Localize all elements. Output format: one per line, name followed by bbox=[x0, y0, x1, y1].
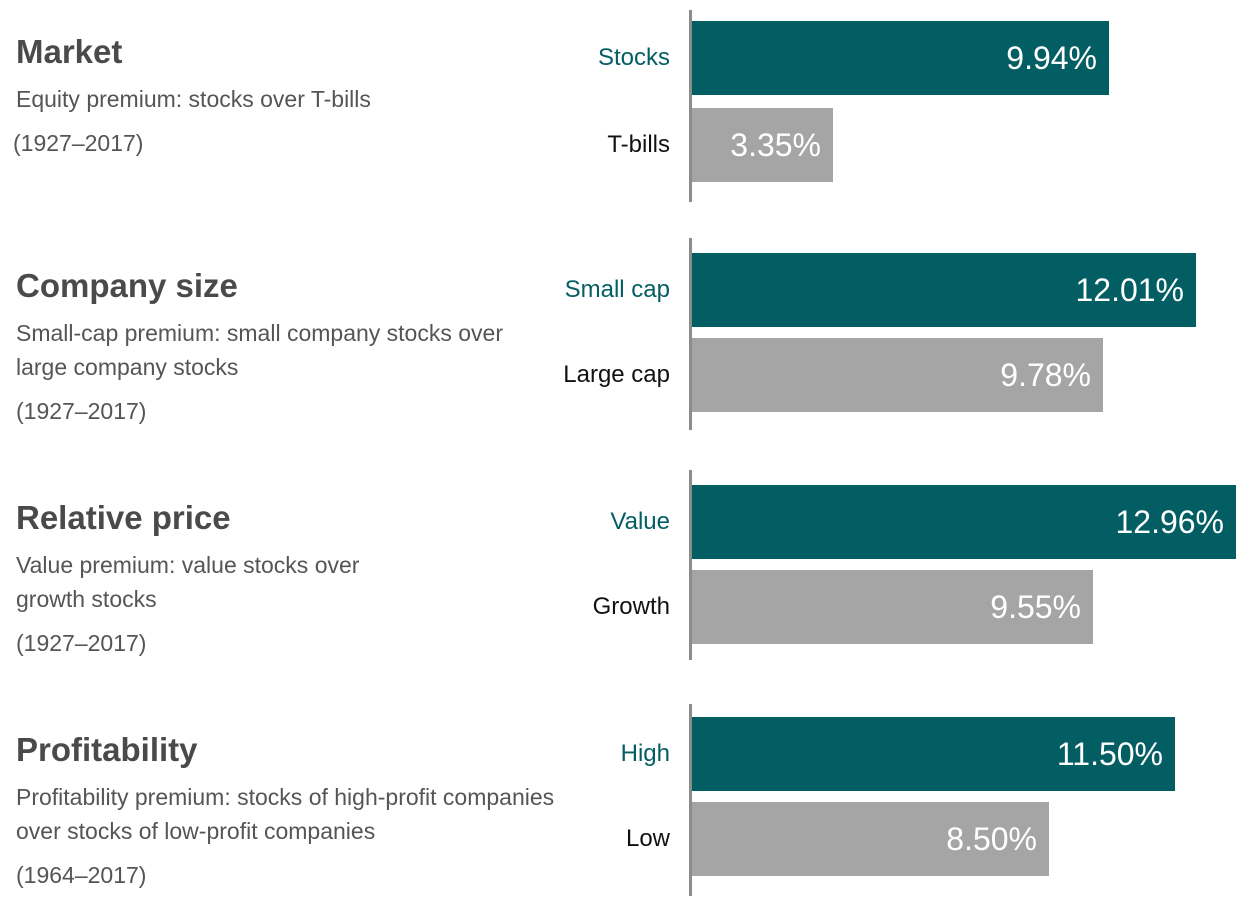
value-label: 3.35% bbox=[730, 126, 821, 163]
bar: 8.50% bbox=[692, 802, 1049, 876]
panel-period: (1927–2017) bbox=[16, 398, 147, 424]
bar-label: Stocks bbox=[597, 44, 670, 71]
bar-label: Growth bbox=[592, 593, 670, 620]
axis-line bbox=[689, 704, 692, 896]
bar: 11.50% bbox=[692, 717, 1175, 791]
panel-title: Relative price bbox=[16, 499, 231, 536]
panel-title: Company size bbox=[16, 267, 238, 304]
panel-subtitle: Small-cap premium: small company stocks … bbox=[16, 320, 503, 380]
panel-subtitle: Profitability premium: stocks of high-pr… bbox=[16, 784, 555, 844]
panel-subtitle: Equity premium: stocks over T-bills bbox=[16, 86, 371, 112]
bar-label: Low bbox=[625, 825, 670, 852]
axis-line bbox=[689, 238, 692, 430]
bar: 9.55% bbox=[692, 570, 1093, 644]
panel-period: (1964–2017) bbox=[16, 862, 147, 888]
bar-label: Large cap bbox=[563, 361, 670, 388]
bar-label: Value bbox=[610, 508, 670, 535]
axis-line bbox=[689, 470, 692, 660]
bar-label: Small cap bbox=[564, 276, 670, 303]
value-label: 9.55% bbox=[990, 588, 1081, 625]
bar-label: High bbox=[620, 740, 670, 767]
bar: 3.35% bbox=[692, 108, 833, 182]
axis-line bbox=[689, 10, 692, 202]
panel-title: Profitability bbox=[16, 731, 198, 768]
bar: 12.01% bbox=[692, 253, 1196, 327]
value-label: 11.50% bbox=[1056, 735, 1163, 772]
panel-market: Market Equity premium: stocks over T-bil… bbox=[0, 0, 1252, 210]
bar-label: T-bills bbox=[607, 131, 670, 158]
panel-subtitle: Value premium: value stocks over growth … bbox=[16, 552, 360, 612]
value-label: 12.01% bbox=[1075, 271, 1184, 308]
value-label: 12.96% bbox=[1115, 503, 1224, 540]
panel-relative-price: Relative price Value premium: value stoc… bbox=[0, 462, 1252, 672]
value-label: 9.94% bbox=[1006, 39, 1097, 76]
bar: 12.96% bbox=[692, 485, 1236, 559]
value-label: 8.50% bbox=[946, 820, 1037, 857]
value-label: 9.78% bbox=[1000, 356, 1091, 393]
panel-period: (1927–2017) bbox=[16, 630, 147, 656]
panel-period: (1927–2017) bbox=[13, 130, 144, 156]
bar: 9.94% bbox=[692, 21, 1109, 95]
panel-profitability: Profitability Profitability premium: sto… bbox=[0, 694, 1252, 908]
panel-title: Market bbox=[16, 33, 123, 70]
bar: 9.78% bbox=[692, 338, 1103, 412]
panel-company-size: Company size Small-cap premium: small co… bbox=[0, 230, 1252, 440]
